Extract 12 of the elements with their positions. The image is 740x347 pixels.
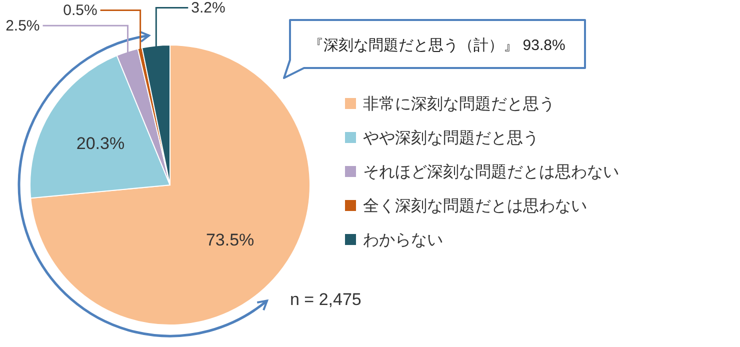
data-label: 73.5%: [206, 230, 254, 250]
data-label: 20.3%: [76, 134, 125, 154]
text: n = 2,475: [290, 290, 362, 309]
text: 『深刻な問題だと思う（計）』 93.8%: [308, 37, 566, 54]
legend-label: やや深刻な問題だと思う: [363, 129, 539, 147]
legend-label: わからない: [363, 232, 443, 249]
data-label: 2.5%: [6, 18, 40, 35]
legend-label: それほど深刻な問題だとは思わない: [363, 163, 619, 181]
legend-label: 非常に深刻な問題だと思う: [363, 95, 555, 113]
data-label: 0.5%: [63, 2, 98, 20]
legend-label: 全く深刻な問題だとは思わない: [363, 197, 587, 215]
data-label: 3.2%: [191, 0, 226, 17]
